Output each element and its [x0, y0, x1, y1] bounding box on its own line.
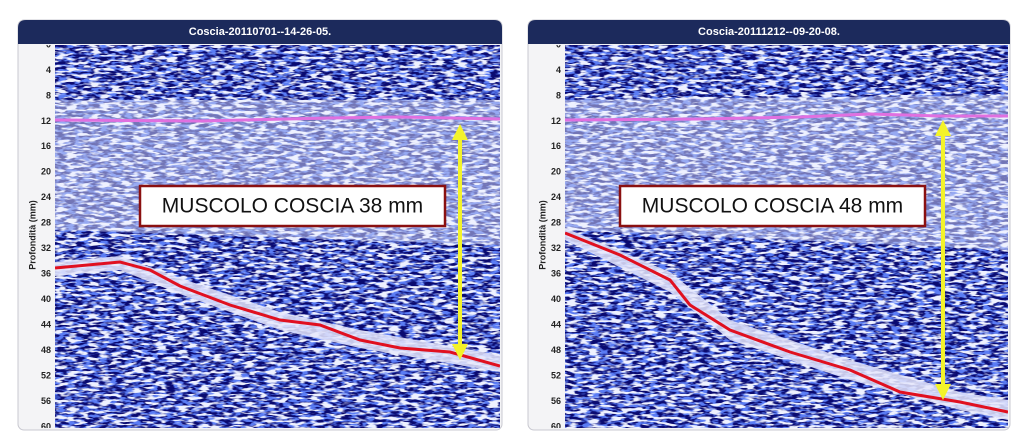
- y-tick-label: 56: [41, 396, 51, 406]
- ultrasound-image: [565, 45, 1008, 428]
- annotation-text: MUSCOLO COSCIA 38 mm: [162, 195, 423, 218]
- fascia-band: [55, 256, 500, 372]
- y-tick-label: 36: [41, 269, 51, 279]
- y-tick-label: 60: [41, 421, 51, 431]
- y-tick-label: 52: [41, 370, 51, 380]
- panel-title: Coscia-20110701--14-26-05.: [189, 26, 331, 38]
- y-tick-label: 28: [41, 218, 51, 228]
- y-tick-label: 8: [556, 90, 561, 100]
- y-tick-label: 12: [41, 116, 51, 126]
- y-tick-label: 0: [46, 39, 51, 49]
- y-tick-label: 20: [41, 167, 51, 177]
- y-tick-label: 52: [551, 370, 561, 380]
- annotation-text: MUSCOLO COSCIA 48 mm: [642, 195, 903, 218]
- speckle-light: [565, 45, 1008, 428]
- y-tick-label: 16: [551, 141, 561, 151]
- annotation-box: [138, 184, 447, 228]
- y-tick-label: 36: [551, 269, 561, 279]
- panel-header: [18, 20, 502, 44]
- y-tick-label: 40: [551, 294, 561, 304]
- ultrasound-image: [55, 45, 500, 428]
- y-tick-label: 44: [551, 320, 561, 330]
- y-tick-label: 60: [551, 421, 561, 431]
- y-tick-label: 16: [41, 141, 51, 151]
- y-tick-label: 4: [556, 65, 561, 75]
- annotation-box: [618, 184, 927, 228]
- y-tick-label: 48: [41, 345, 51, 355]
- y-tick-label: 32: [41, 243, 51, 253]
- y-tick-label: 48: [551, 345, 561, 355]
- speckle-light: [55, 45, 500, 428]
- y-axis-label: Profondità (mm): [537, 200, 547, 270]
- red-boundary: [55, 260, 500, 368]
- y-tick-label: 4: [46, 65, 51, 75]
- panel-header: [528, 20, 1010, 44]
- y-tick-label: 0: [556, 39, 561, 49]
- y-tick-label: 24: [41, 192, 51, 202]
- y-ticks: 04812162024283236404448525660: [551, 39, 561, 431]
- y-tick-label: 12: [551, 116, 561, 126]
- y-tick-label: 56: [551, 396, 561, 406]
- pink-boundary: [55, 115, 500, 123]
- panel-title: Coscia-20111212--09-20-08.: [698, 26, 840, 38]
- y-tick-label: 32: [551, 243, 561, 253]
- y-tick-label: 44: [41, 320, 51, 330]
- ultrasound-panel: Coscia-20111212--09-20-08. MUSCOLO COSCIA…: [527, 19, 1011, 431]
- y-axis-label: Profondità (mm): [27, 200, 37, 270]
- y-tick-label: 28: [551, 218, 561, 228]
- pink-boundary: [565, 112, 1008, 122]
- ultrasound-panel: Coscia-20110701--14-26-05. MUSCOLO COSCIA…: [17, 19, 503, 431]
- y-ticks: 04812162024283236404448525660: [41, 39, 51, 431]
- red-boundary: [565, 231, 1008, 414]
- fascia-band: [565, 228, 1008, 420]
- y-tick-label: 40: [41, 294, 51, 304]
- y-tick-label: 8: [46, 90, 51, 100]
- y-tick-label: 20: [551, 167, 561, 177]
- y-tick-label: 24: [551, 192, 561, 202]
